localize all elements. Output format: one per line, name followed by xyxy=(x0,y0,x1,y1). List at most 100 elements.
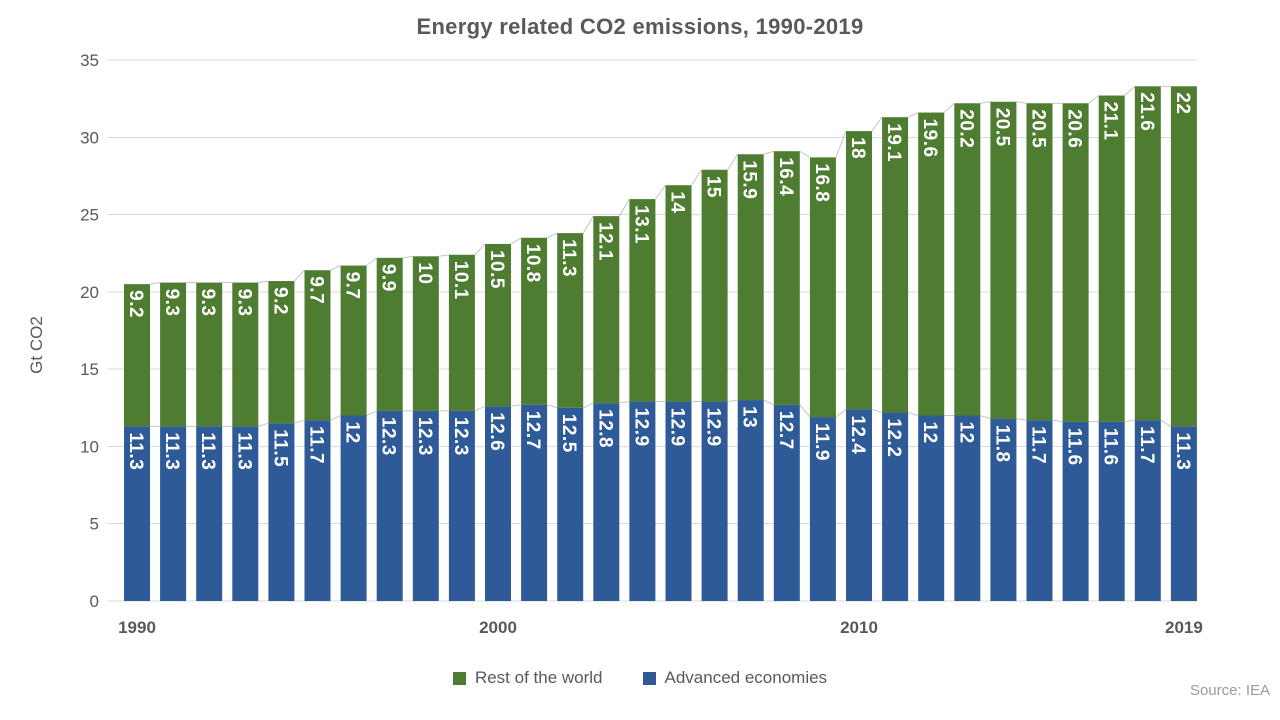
bar-2009-advanced-economies xyxy=(809,417,836,601)
bar-label-2002-advanced-economies: 12.5 xyxy=(558,414,579,453)
bar-label-1997-advanced-economies: 12.3 xyxy=(378,417,399,456)
series-line-advanced xyxy=(799,404,811,418)
y-tick-label-20: 20 xyxy=(80,283,99,302)
series-line-advanced xyxy=(1052,419,1063,423)
series-line-total xyxy=(1088,95,1099,104)
series-line-total xyxy=(258,280,269,284)
bar-1999-rest-of-world xyxy=(448,254,475,411)
bar-label-2011-rest-of-world: 19.1 xyxy=(883,123,904,162)
bar-2008-advanced-economies xyxy=(773,404,800,601)
bar-label-1996-rest-of-world: 9.7 xyxy=(342,272,363,300)
bar-2011-rest-of-world xyxy=(882,117,909,413)
bar-2004-advanced-economies xyxy=(629,401,656,601)
bar-2012-rest-of-world xyxy=(918,112,945,416)
bar-1993-advanced-economies xyxy=(232,426,259,601)
bar-2010-advanced-economies xyxy=(846,409,872,601)
bar-1997-advanced-economies xyxy=(376,410,403,601)
series-line-total xyxy=(402,255,413,259)
bar-2012-advanced-economies xyxy=(918,415,945,601)
bar-2003-advanced-economies xyxy=(593,403,620,601)
bar-2017-rest-of-world xyxy=(1098,95,1125,422)
bar-2015-rest-of-world xyxy=(1026,103,1053,421)
series-line-advanced xyxy=(727,399,738,403)
series-line-advanced xyxy=(546,404,558,409)
bar-2017-advanced-economies xyxy=(1098,421,1125,601)
series-line-advanced xyxy=(583,402,594,409)
bar-2003-rest-of-world xyxy=(593,216,620,404)
bar-label-2019-advanced-economies: 11.3 xyxy=(1172,432,1193,470)
series-line-total xyxy=(474,243,486,256)
series-line-total xyxy=(582,215,594,234)
bar-1994-rest-of-world xyxy=(268,281,295,424)
x-tick-label-1990: 1990 xyxy=(118,618,156,637)
legend: Rest of the world Advanced economies xyxy=(0,668,1280,688)
legend-swatch-advanced-economies xyxy=(642,671,656,685)
bar-2015-advanced-economies xyxy=(1026,420,1053,601)
bar-label-1990-rest-of-world: 9.2 xyxy=(125,290,146,318)
bar-label-2016-advanced-economies: 11.6 xyxy=(1064,428,1085,466)
bar-label-1991-advanced-economies: 11.3 xyxy=(161,432,182,470)
bar-label-2018-rest-of-world: 21.6 xyxy=(1136,92,1157,131)
series-line-advanced xyxy=(258,422,269,427)
bar-2002-advanced-economies xyxy=(557,407,584,601)
bar-label-1991-rest-of-world: 9.3 xyxy=(161,289,182,317)
bar-label-2014-rest-of-world: 20.5 xyxy=(991,108,1012,147)
bar-label-1996-advanced-economies: 12 xyxy=(342,422,363,444)
bar-label-2013-advanced-economies: 12 xyxy=(955,422,976,444)
bar-label-1993-rest-of-world: 9.3 xyxy=(233,289,254,317)
series-line-advanced xyxy=(474,405,486,412)
bar-1995-rest-of-world xyxy=(304,270,331,421)
bar-1998-advanced-economies xyxy=(412,410,439,601)
series-line-advanced xyxy=(907,411,919,416)
series-line-advanced xyxy=(619,401,630,404)
bar-label-1995-advanced-economies: 11.7 xyxy=(306,426,327,464)
series-line-total xyxy=(691,169,702,186)
y-tick-label-15: 15 xyxy=(80,360,99,379)
y-tick-label-5: 5 xyxy=(90,515,99,534)
bar-2013-rest-of-world xyxy=(954,103,981,416)
series-line-total xyxy=(330,265,341,271)
bar-label-1999-advanced-economies: 12.3 xyxy=(450,417,471,456)
bar-2007-rest-of-world xyxy=(737,154,764,401)
bar-label-2009-rest-of-world: 16.8 xyxy=(811,163,832,202)
series-line-advanced xyxy=(294,419,305,424)
bar-1991-rest-of-world xyxy=(160,282,187,427)
bar-2004-rest-of-world xyxy=(629,199,656,402)
series-line-total xyxy=(871,116,883,132)
bar-label-2012-rest-of-world: 19.6 xyxy=(919,119,940,158)
series-line-total xyxy=(980,101,991,104)
bar-2011-advanced-economies xyxy=(882,412,909,601)
bar-2005-rest-of-world xyxy=(665,185,692,402)
legend-item-rest-of-world: Rest of the world xyxy=(452,668,603,688)
bar-label-1994-advanced-economies: 11.5 xyxy=(269,429,290,467)
bar-2019-rest-of-world xyxy=(1170,86,1197,427)
bar-label-2019-rest-of-world: 22 xyxy=(1172,92,1193,114)
bar-label-2006-advanced-economies: 12.9 xyxy=(703,408,724,447)
series-line-total xyxy=(294,269,305,282)
bar-label-1995-rest-of-world: 9.7 xyxy=(306,276,327,304)
y-tick-label-35: 35 xyxy=(80,51,99,70)
bar-label-2002-rest-of-world: 11.3 xyxy=(558,239,579,277)
bar-label-2012-advanced-economies: 12 xyxy=(919,422,940,444)
legend-label-advanced-economies: Advanced economies xyxy=(664,668,828,687)
bar-2005-advanced-economies xyxy=(665,401,692,601)
bar-2014-advanced-economies xyxy=(990,418,1017,601)
bar-label-2017-rest-of-world: 21.1 xyxy=(1100,102,1121,141)
bar-label-2003-rest-of-world: 12.1 xyxy=(594,222,615,261)
bar-1996-advanced-economies xyxy=(340,415,367,601)
bar-2010-rest-of-world xyxy=(846,131,872,410)
bar-2018-rest-of-world xyxy=(1134,86,1161,421)
series-line-total xyxy=(1124,85,1136,96)
series-line-total xyxy=(618,198,630,217)
bar-2006-rest-of-world xyxy=(701,169,728,402)
bar-2001-advanced-economies xyxy=(521,404,548,601)
series-line-advanced xyxy=(835,408,847,418)
bar-label-2005-advanced-economies: 12.9 xyxy=(667,408,688,447)
bar-label-1998-rest-of-world: 10 xyxy=(414,262,435,284)
bar-label-2015-rest-of-world: 20.5 xyxy=(1028,109,1049,148)
series-line-total xyxy=(727,154,739,170)
bar-2000-rest-of-world xyxy=(485,243,511,407)
bar-2016-advanced-economies xyxy=(1062,421,1089,601)
